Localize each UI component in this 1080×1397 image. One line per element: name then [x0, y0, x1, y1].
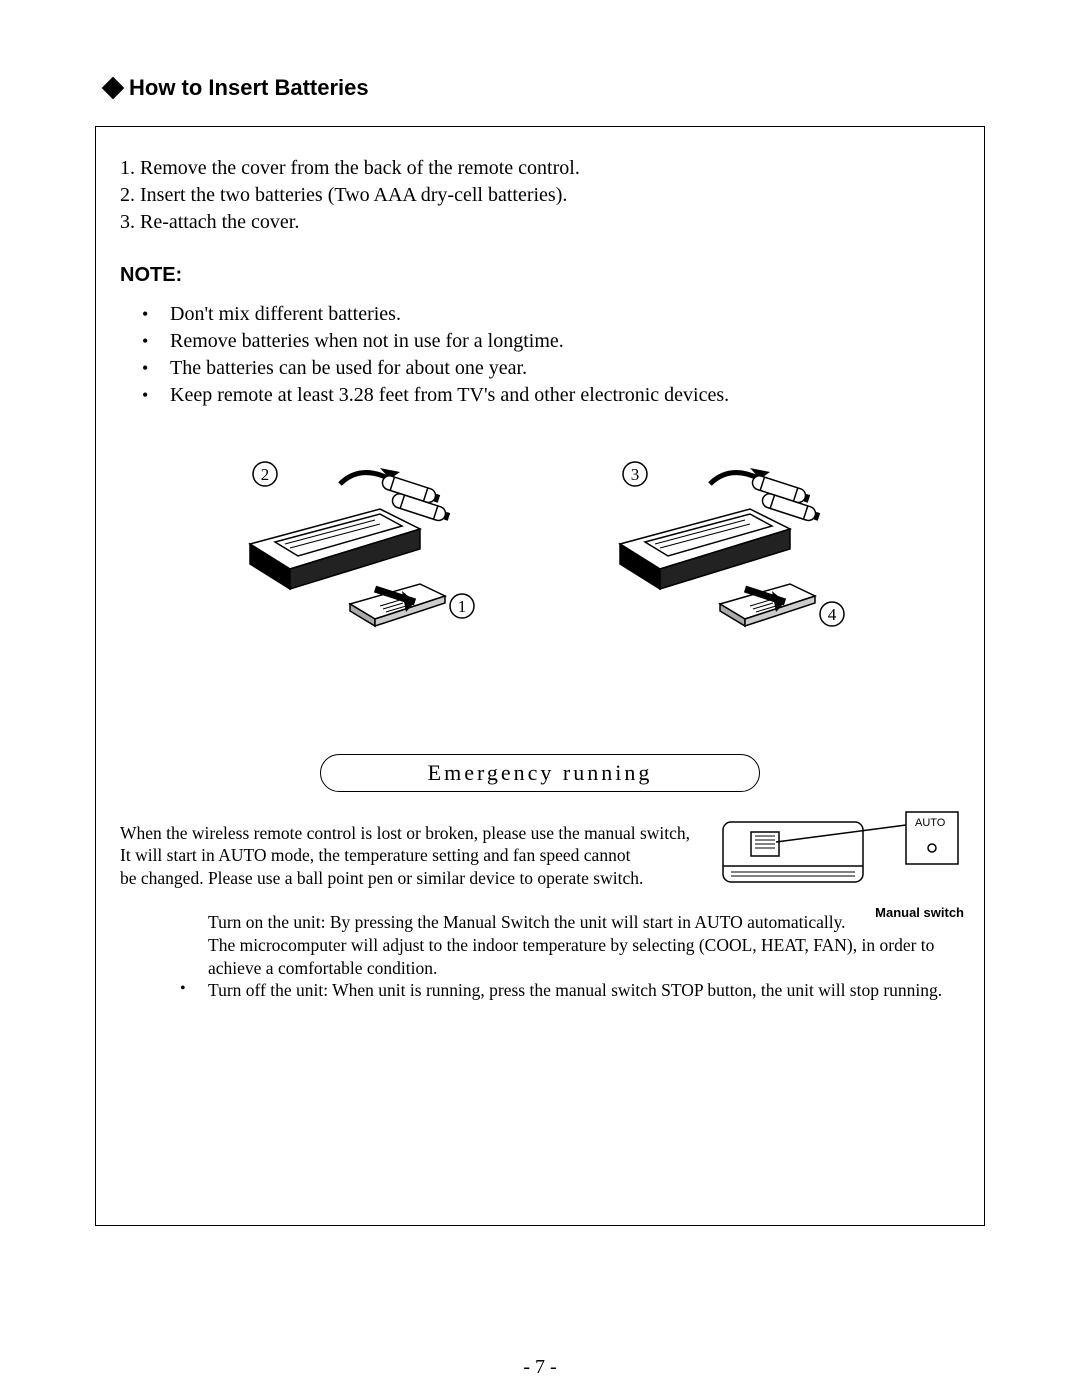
remote-diagram-right: 3 4: [600, 454, 850, 674]
page-number: - 7 -: [0, 1356, 1080, 1379]
note-item: Remove batteries when not in use for a l…: [170, 328, 960, 355]
emergency-bullet: Turn on the unit: By pressing the Manual…: [208, 911, 960, 934]
step-2: 2. Insert the two batteries (Two AAA dry…: [120, 182, 960, 209]
auto-label: AUTO: [915, 817, 946, 829]
emergency-paragraph: When the wireless remote control is lost…: [120, 822, 710, 889]
emergency-line: It will start in AUTO mode, the temperat…: [120, 844, 710, 866]
note-item: The batteries can be used for about one …: [170, 355, 960, 382]
note-item: Don't mix different batteries.: [170, 301, 960, 328]
content-frame: 1. Remove the cover from the back of the…: [95, 126, 985, 1226]
note-list: Don't mix different batteries. Remove ba…: [120, 301, 960, 409]
callout-4: 4: [828, 605, 837, 624]
emergency-heading-text: Emergency running: [320, 754, 760, 792]
battery-diagram: 2 1: [120, 434, 960, 694]
note-label: NOTE:: [120, 264, 960, 287]
remote-diagram-left: 2 1: [230, 454, 480, 674]
emergency-bullets: Turn on the unit: By pressing the Manual…: [120, 911, 960, 1002]
callout-3: 3: [631, 465, 640, 484]
emergency-heading: Emergency running: [320, 754, 760, 792]
step-3: 3. Re-attach the cover.: [120, 209, 960, 236]
emergency-line: be changed. Please use a ball point pen …: [120, 867, 710, 889]
step-1: 1. Remove the cover from the back of the…: [120, 155, 960, 182]
callout-1: 1: [458, 597, 467, 616]
section-title: How to Insert Batteries: [129, 75, 369, 101]
emergency-bullet: The microcomputer will adjust to the ind…: [208, 934, 960, 980]
emergency-bullet: Turn off the unit: When unit is running,…: [208, 979, 960, 1002]
note-item: Keep remote at least 3.28 feet from TV's…: [170, 382, 960, 409]
diamond-icon: [102, 77, 125, 100]
steps-list: 1. Remove the cover from the back of the…: [120, 155, 960, 236]
emergency-row: When the wireless remote control is lost…: [120, 822, 960, 889]
emergency-line: When the wireless remote control is lost…: [120, 822, 710, 844]
unit-diagram: AUTO: [721, 810, 966, 905]
callout-2: 2: [261, 465, 270, 484]
